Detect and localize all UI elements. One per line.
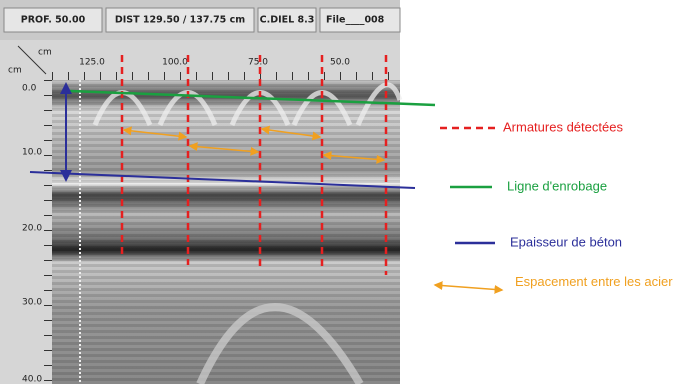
y-tick-label: 0.0 <box>22 84 37 94</box>
toolbar-text: DIST 129.50 / 137.75 cm <box>115 15 245 26</box>
x-tick-label: 75.0 <box>248 58 268 68</box>
x-tick-label: 125.0 <box>79 58 105 68</box>
spacing-arrows <box>122 125 386 164</box>
toolbar-text: PROF. 50.00 <box>21 15 86 26</box>
thickness-line <box>29 171 416 189</box>
x-unit: cm <box>38 48 52 58</box>
toolbar-field[interactable] <box>105 7 255 33</box>
y-tick-label: 30.0 <box>22 298 42 308</box>
y-unit: cm <box>8 66 22 76</box>
x-tick-label: 50.0 <box>330 58 350 68</box>
cover-line <box>69 89 436 107</box>
toolbar-text: C.DIEL 8.3 <box>260 15 315 26</box>
legend-label: Epaisseur de béton <box>510 234 622 249</box>
toolbar-text: File____008 <box>326 15 385 26</box>
rebar-lines <box>120 55 388 275</box>
y-tick-label: 40.0 <box>22 375 42 384</box>
y-tick-label: 10.0 <box>22 148 42 158</box>
left-ruler <box>0 40 52 384</box>
toolbar-field[interactable] <box>319 7 401 33</box>
x-tick-label: 100.0 <box>162 58 188 68</box>
legend-label: Espacement entre les aciers <box>515 274 673 289</box>
toolbar-field[interactable] <box>257 7 317 33</box>
legend-swatch <box>433 281 504 294</box>
legend-label: Ligne d'enrobage <box>507 178 607 193</box>
y-tick-label: 20.0 <box>22 224 42 234</box>
top-ruler <box>0 40 400 80</box>
toolbar-field[interactable] <box>3 7 103 33</box>
legend-label: Armatures détectées <box>503 119 623 134</box>
ruler-corner <box>17 45 47 75</box>
